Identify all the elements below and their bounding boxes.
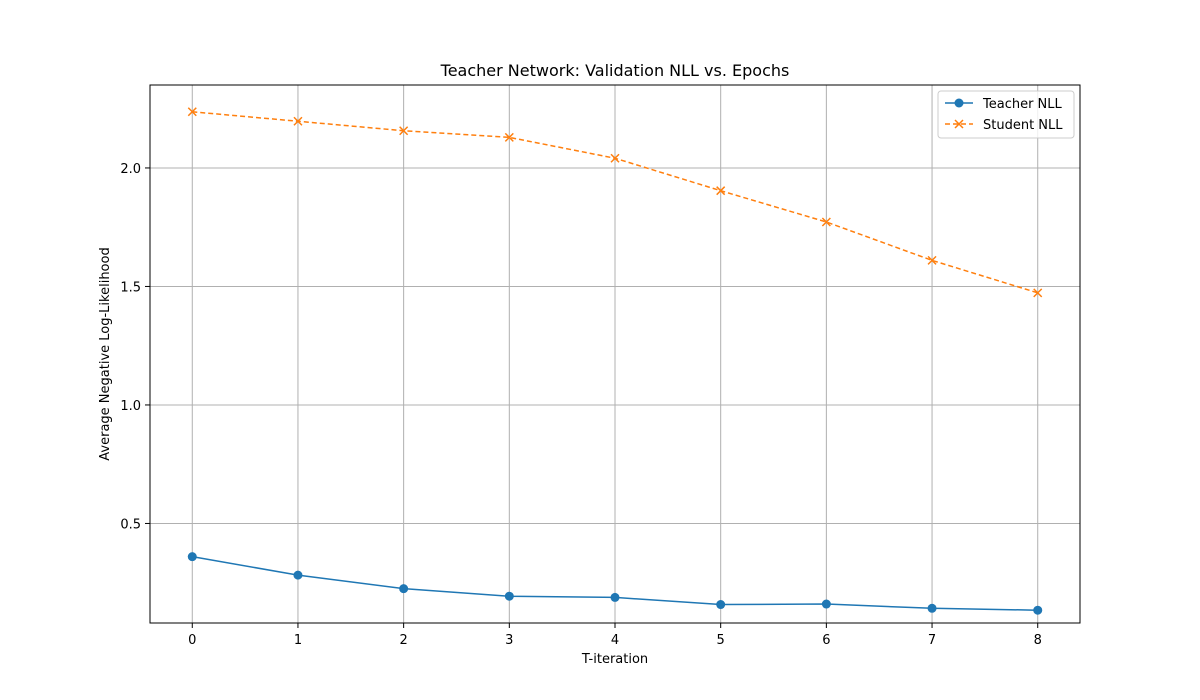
legend-item-student: Student NLL — [945, 118, 1063, 133]
data-point — [716, 186, 726, 196]
data-point — [821, 217, 831, 227]
data-point — [504, 132, 514, 142]
data-point — [399, 126, 409, 136]
x-tick-label: 4 — [611, 633, 619, 648]
y-tick-label: 1.0 — [120, 399, 141, 414]
x-axis-title: T-iteration — [581, 652, 648, 667]
y-tick-label: 1.5 — [120, 280, 141, 295]
legend-marker-student — [954, 119, 964, 129]
legend-marker-teacher — [954, 98, 964, 108]
x-tick-label: 5 — [717, 633, 725, 648]
data-point — [610, 153, 620, 163]
y-axis-title: Average Negative Log-Likelihood — [98, 247, 113, 460]
x-tick-label: 0 — [188, 633, 196, 648]
data-series — [187, 107, 1043, 615]
chart-title: Teacher Network: Validation NLL vs. Epoc… — [440, 61, 790, 80]
data-point — [716, 600, 726, 610]
x-tick-label: 8 — [1034, 633, 1042, 648]
x-tick-label: 1 — [294, 633, 302, 648]
legend-label-teacher: Teacher NLL — [982, 97, 1063, 112]
x-tick-label: 7 — [928, 633, 936, 648]
legend: Teacher NLL Student NLL — [937, 90, 1075, 139]
data-point — [1033, 288, 1043, 298]
data-point — [293, 570, 303, 580]
data-point — [504, 591, 514, 601]
data-point — [821, 599, 831, 609]
data-point — [610, 592, 620, 602]
data-point — [187, 107, 197, 117]
data-point — [927, 255, 937, 265]
legend-item-teacher: Teacher NLL — [945, 97, 1063, 112]
data-point — [187, 552, 197, 562]
legend-label-student: Student NLL — [983, 118, 1063, 133]
x-tick-label: 3 — [505, 633, 513, 648]
grid — [150, 85, 1080, 623]
axis-ticks: 0 1 2 3 4 5 6 7 8 0.5 1.0 1.5 2.0 — [120, 162, 1042, 648]
data-point — [399, 584, 409, 594]
y-tick-label: 0.5 — [120, 517, 141, 532]
y-tick-label: 2.0 — [120, 162, 141, 177]
series-teacher — [187, 552, 1043, 615]
data-point — [927, 603, 937, 613]
x-tick-label: 2 — [399, 633, 407, 648]
data-point — [293, 116, 303, 126]
series-student — [187, 107, 1043, 298]
data-point — [1033, 605, 1043, 615]
x-tick-label: 6 — [822, 633, 830, 648]
